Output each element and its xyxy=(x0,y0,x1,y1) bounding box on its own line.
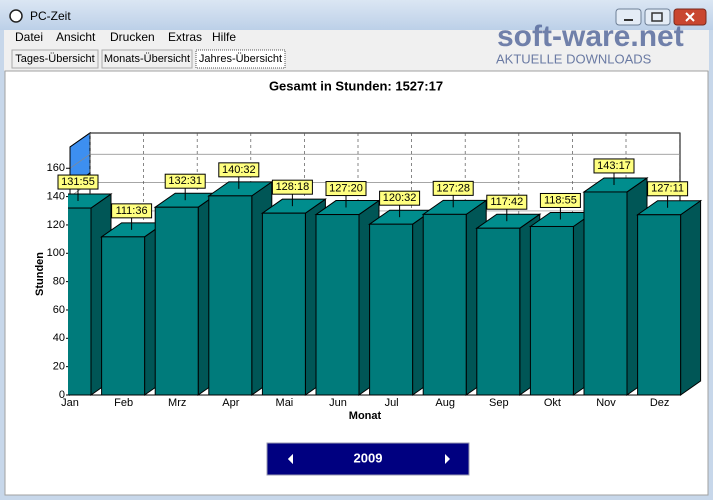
prev-arrow xyxy=(288,454,293,464)
bar xyxy=(422,213,467,396)
minimize-button[interactable] xyxy=(615,8,642,26)
x-tick-label: Jun xyxy=(329,397,347,409)
bar xyxy=(637,214,682,396)
x-tick-label: Sep xyxy=(489,397,509,409)
y-axis-label: Stunden xyxy=(34,252,46,296)
close-icon xyxy=(685,12,695,22)
tab[interactable] xyxy=(101,49,193,69)
bar xyxy=(369,223,414,396)
data-label: 143:17 xyxy=(597,160,631,172)
x-tick-label: Mai xyxy=(276,397,294,409)
x-tick-label: Apr xyxy=(222,397,239,409)
data-label: 127:11 xyxy=(651,183,684,195)
year-label: 2009 xyxy=(354,450,383,465)
watermark-tagline: AKTUELLE DOWNLOADS xyxy=(496,51,652,66)
grid-line xyxy=(69,153,680,169)
year-navigator xyxy=(266,442,470,476)
menu-item[interactable]: Ansicht xyxy=(56,30,96,44)
x-tick-label: Feb xyxy=(114,397,133,409)
tab[interactable] xyxy=(195,49,286,69)
chart-title: Gesamt in Stunden: 1527:17 xyxy=(269,78,443,93)
y-tick-label: 40 xyxy=(53,332,65,344)
y-tick-label: 20 xyxy=(53,361,65,373)
menu-item[interactable]: Extras xyxy=(168,30,202,44)
x-tick-label: Nov xyxy=(596,397,616,409)
data-label-box xyxy=(271,179,313,195)
next-year-button[interactable] xyxy=(445,454,450,464)
data-label: 111:36 xyxy=(116,205,148,217)
tab[interactable] xyxy=(11,49,99,69)
y-tick-label: 160 xyxy=(47,162,65,174)
data-label: 128:18 xyxy=(276,181,310,193)
data-label: 140:32 xyxy=(222,164,256,176)
bar xyxy=(583,191,628,396)
menu-item[interactable]: Hilfe xyxy=(212,30,236,44)
tab-label: Tages-Übersicht xyxy=(15,53,94,65)
x-tick-label: Aug xyxy=(435,397,455,409)
watermark-name: soft-ware.net xyxy=(497,20,684,53)
x-tick-label: Mrz xyxy=(168,397,186,409)
tab-label: Jahres-Übersicht xyxy=(199,53,282,65)
data-label-box xyxy=(325,181,367,197)
window-title: PC-Zeit xyxy=(30,9,71,23)
x-tick-label: Jan xyxy=(61,397,79,409)
bar xyxy=(476,227,521,396)
data-label-box xyxy=(218,162,260,178)
x-tick-label: Okt xyxy=(544,397,561,409)
y-tick-label: 60 xyxy=(53,304,65,316)
data-label: 117:42 xyxy=(490,196,523,208)
data-label: 127:20 xyxy=(329,182,363,194)
data-label-box xyxy=(164,173,206,189)
tab-label: Monats-Übersicht xyxy=(104,53,190,65)
x-tick-label: Jul xyxy=(385,397,399,409)
x-axis-label: Monat xyxy=(349,410,382,422)
app-icon xyxy=(9,9,23,23)
title-bar xyxy=(0,0,713,30)
y-tick-label: 100 xyxy=(47,247,65,259)
minimize-icon xyxy=(624,19,633,21)
menu-bar xyxy=(4,30,709,47)
data-label-box xyxy=(57,174,99,190)
data-label: 127:28 xyxy=(436,182,470,194)
data-label-box xyxy=(593,158,635,174)
bars xyxy=(68,176,703,396)
menu-item[interactable]: Drucken xyxy=(110,30,155,44)
data-label: 120:32 xyxy=(383,192,417,204)
bar xyxy=(154,206,199,396)
data-label-box xyxy=(379,190,421,206)
y-tick-label: 80 xyxy=(53,276,65,288)
data-label: 131:55 xyxy=(61,176,95,188)
bar xyxy=(315,214,360,396)
bar xyxy=(101,236,146,396)
data-label-box xyxy=(432,180,474,196)
y-tick-label: 140 xyxy=(47,191,65,203)
data-label-box xyxy=(486,194,528,210)
data-label-box xyxy=(111,203,153,219)
bar xyxy=(261,212,306,396)
y-tick-label: 0 xyxy=(59,389,65,401)
data-label-box xyxy=(647,181,689,197)
data-label-box xyxy=(539,192,581,208)
bar xyxy=(208,195,253,396)
bar xyxy=(529,225,574,396)
y-tick-label: 120 xyxy=(47,219,65,231)
data-label: 132:31 xyxy=(168,175,202,187)
bar-side xyxy=(680,199,702,396)
maximize-icon xyxy=(651,12,663,22)
bar xyxy=(68,207,92,396)
x-tick-label: Dez xyxy=(650,397,670,409)
data-label: 118:55 xyxy=(544,194,577,206)
menu-item[interactable]: Datei xyxy=(15,30,43,44)
